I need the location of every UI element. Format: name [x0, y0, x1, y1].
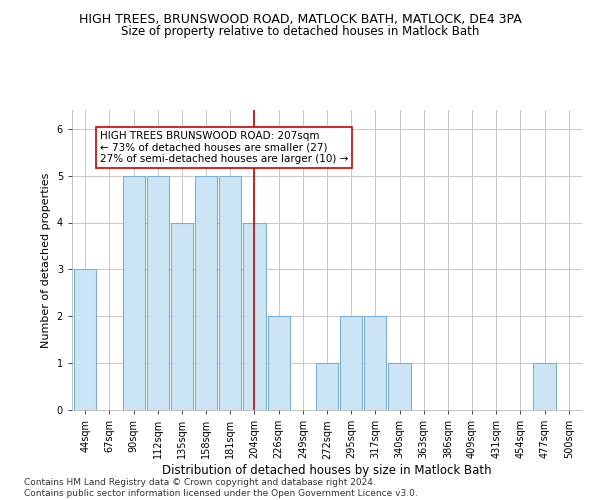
Bar: [316, 363, 338, 410]
Bar: [388, 363, 410, 410]
Bar: [340, 316, 362, 410]
Bar: [146, 176, 169, 410]
Bar: [219, 176, 241, 410]
Bar: [364, 316, 386, 410]
Bar: [122, 176, 145, 410]
Bar: [268, 316, 290, 410]
Text: HIGH TREES, BRUNSWOOD ROAD, MATLOCK BATH, MATLOCK, DE4 3PA: HIGH TREES, BRUNSWOOD ROAD, MATLOCK BATH…: [79, 12, 521, 26]
Text: HIGH TREES BRUNSWOOD ROAD: 207sqm
← 73% of detached houses are smaller (27)
27% : HIGH TREES BRUNSWOOD ROAD: 207sqm ← 73% …: [100, 131, 348, 164]
Bar: [195, 176, 217, 410]
X-axis label: Distribution of detached houses by size in Matlock Bath: Distribution of detached houses by size …: [162, 464, 492, 477]
Bar: [533, 363, 556, 410]
Bar: [74, 270, 97, 410]
Text: Size of property relative to detached houses in Matlock Bath: Size of property relative to detached ho…: [121, 25, 479, 38]
Bar: [171, 222, 193, 410]
Bar: [244, 222, 266, 410]
Y-axis label: Number of detached properties: Number of detached properties: [41, 172, 51, 348]
Text: Contains HM Land Registry data © Crown copyright and database right 2024.
Contai: Contains HM Land Registry data © Crown c…: [24, 478, 418, 498]
